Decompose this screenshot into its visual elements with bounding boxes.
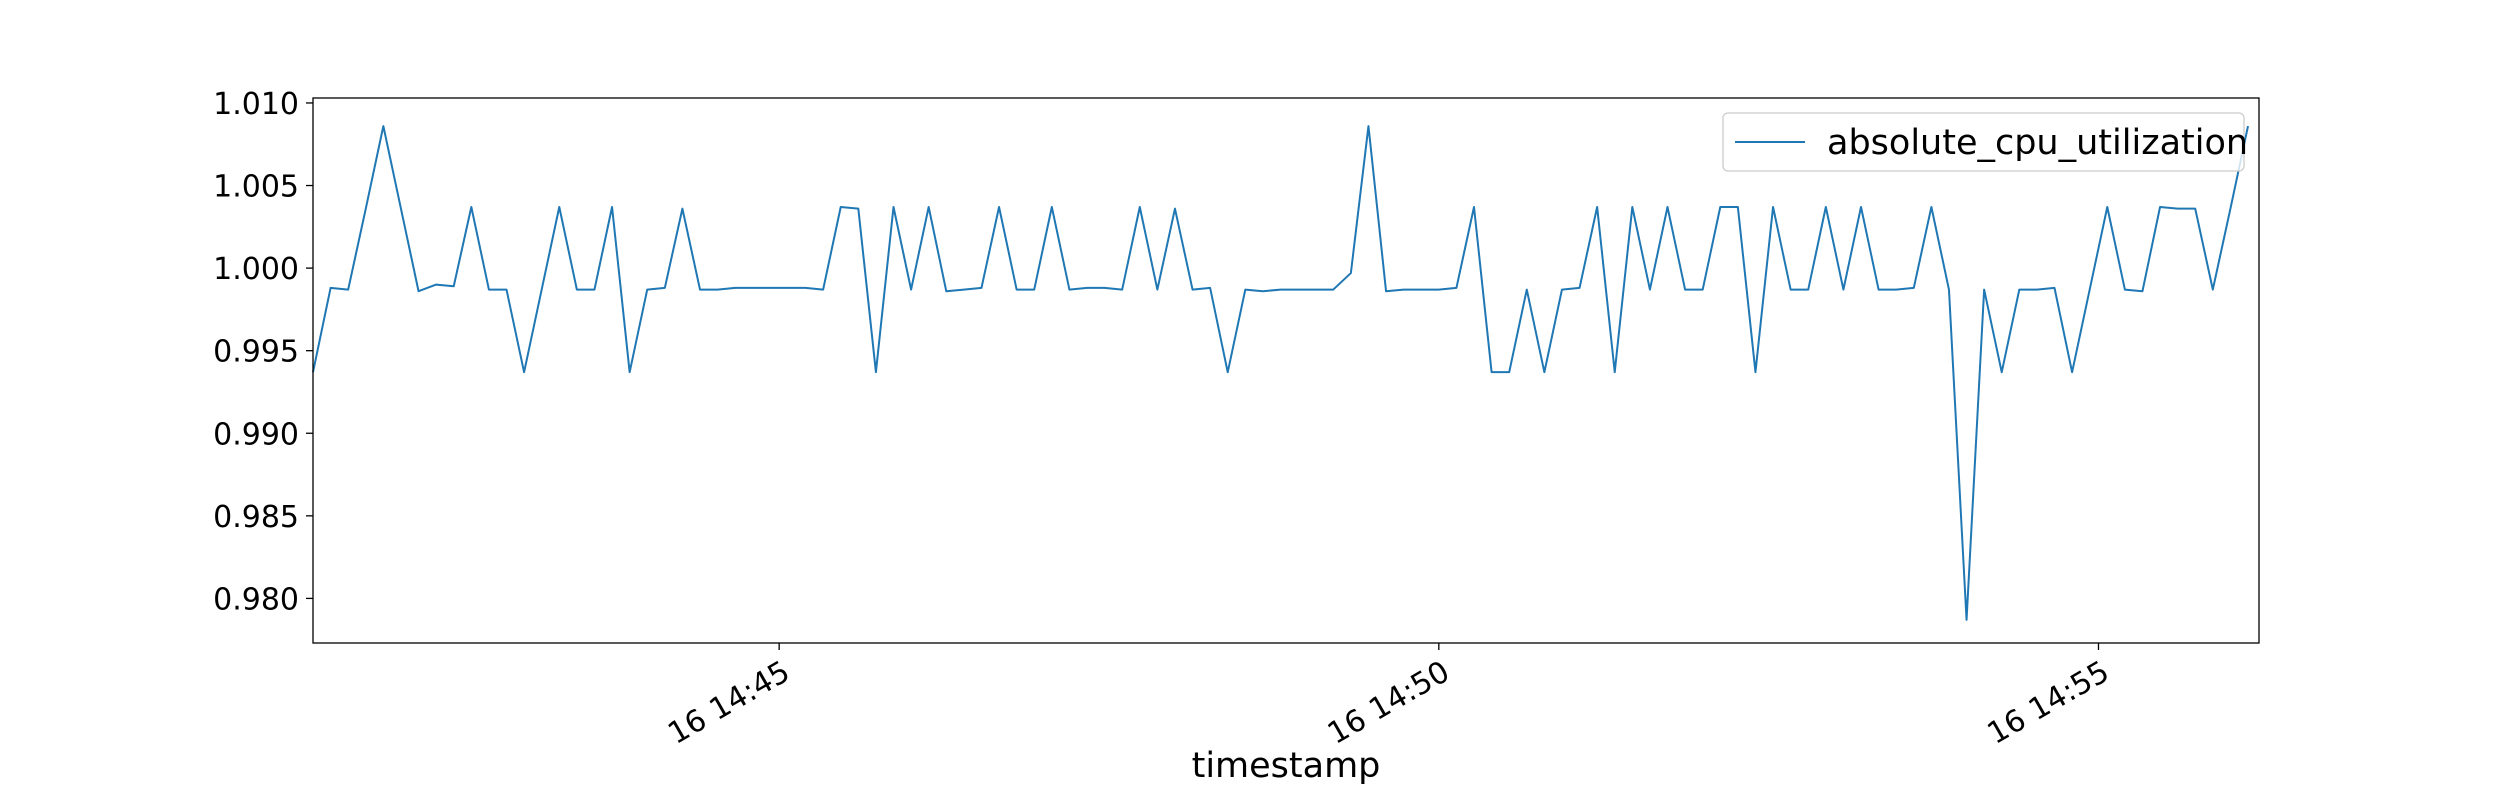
series-layer	[312, 125, 2249, 621]
x-tick-label-2: 16 14:55	[1982, 654, 2116, 751]
legend: absolute_cpu_utilization	[1722, 112, 2248, 172]
y-tick-label-6: 0.980	[213, 582, 299, 617]
y-tick-label-4: 0.990	[213, 417, 299, 452]
y-tick-label-0: 1.010	[213, 87, 299, 122]
x-tick-label-0: 16 14:45	[662, 654, 796, 751]
x-tick-label-1: 16 14:50	[1322, 654, 1456, 751]
y-tick-label-2: 1.000	[213, 252, 299, 287]
y-tick-label-5: 0.985	[213, 500, 299, 535]
legend-box	[1722, 112, 2245, 172]
y-axis: 1.010 1.005 1.000 0.995 0.990 0.985 0.980	[213, 87, 313, 617]
plot-area-frame	[312, 97, 2260, 644]
y-tick-label-1: 1.005	[213, 170, 299, 205]
legend-label-absolute-cpu-utilization: absolute_cpu_utilization	[1827, 123, 2248, 163]
series-line-0	[312, 125, 2249, 621]
x-axis: 16 14:45 16 14:50 16 14:55	[662, 643, 2115, 752]
y-tick-label-3: 0.995	[213, 335, 299, 370]
x-axis-label: timestamp	[1192, 746, 1381, 786]
